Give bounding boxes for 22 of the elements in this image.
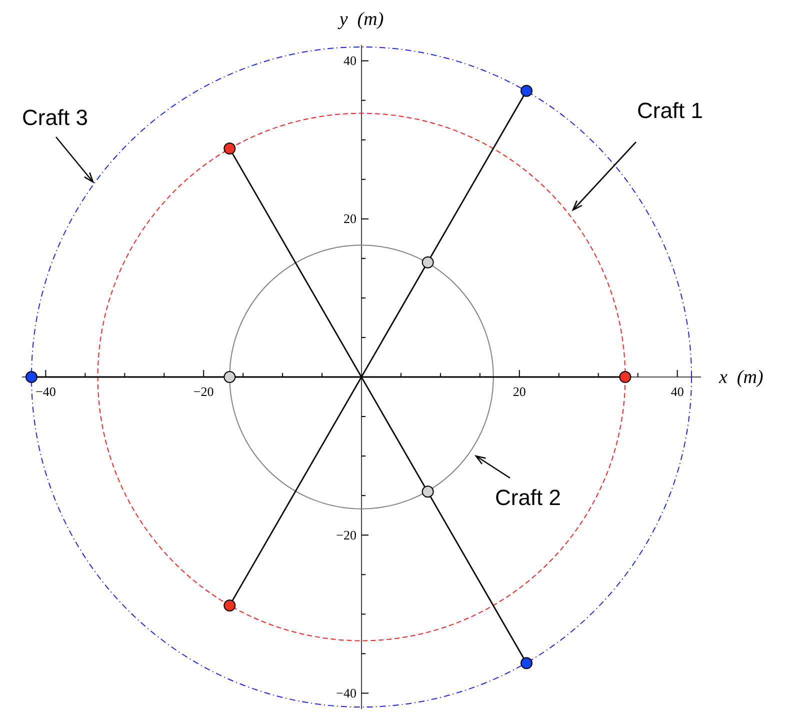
point — [422, 486, 434, 498]
y-axis-title: y (m) — [337, 9, 384, 30]
point — [619, 371, 632, 383]
y-tick-label: 40 — [344, 52, 356, 68]
point — [224, 371, 236, 383]
x-tick-label: −20 — [193, 384, 214, 400]
point — [224, 142, 236, 155]
point — [520, 84, 533, 97]
annotation: Craft 2 — [494, 485, 562, 510]
annotation: Craft 3 — [22, 105, 88, 130]
y-tick-label: −20 — [336, 527, 356, 542]
x-tick-label: 40 — [670, 384, 684, 400]
point — [25, 371, 38, 383]
y-tick-label: −40 — [336, 685, 356, 700]
point — [422, 256, 434, 268]
annotation: Craft 1 — [636, 98, 704, 123]
point — [520, 657, 533, 670]
x-tick-label: −40 — [36, 384, 56, 400]
x-tick-label: 20 — [512, 384, 526, 400]
x-axis-title: x (m) — [718, 367, 764, 388]
y-tick-label: 20 — [344, 211, 356, 226]
point — [224, 599, 236, 612]
